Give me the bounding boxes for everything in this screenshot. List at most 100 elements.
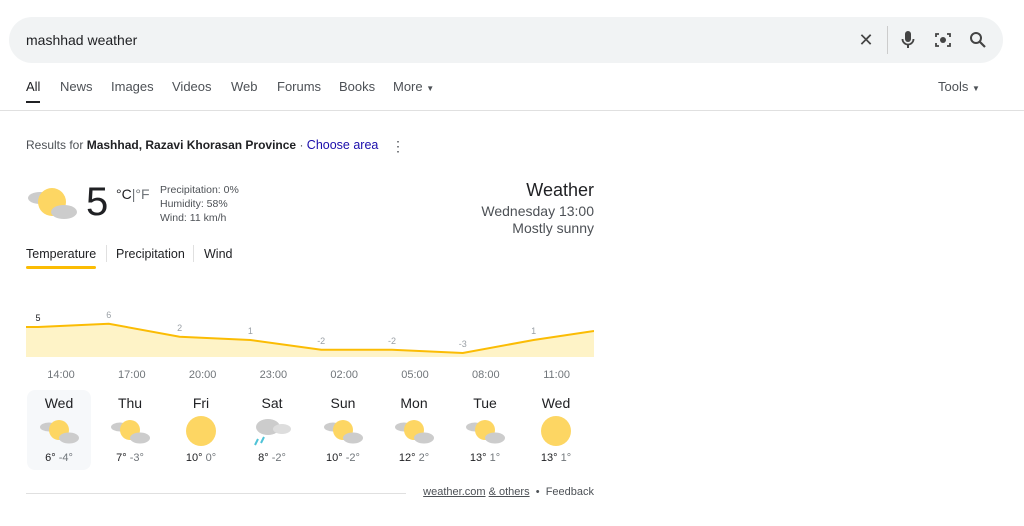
mic-icon[interactable] xyxy=(897,29,919,51)
current-temperature: 5 xyxy=(86,180,109,224)
active-tab-indicator xyxy=(26,101,40,103)
time-label: 02:00 xyxy=(330,369,358,381)
celsius-unit[interactable]: °C xyxy=(116,186,132,202)
others-link[interactable]: & others xyxy=(488,486,530,498)
tab-news[interactable]: News xyxy=(60,79,93,94)
wind: Wind: 11 km/h xyxy=(160,212,227,224)
time-label: 05:00 xyxy=(401,369,429,381)
low-temp: 2° xyxy=(418,452,430,464)
tab-videos[interactable]: Videos xyxy=(172,79,212,94)
search-icon[interactable] xyxy=(967,29,989,51)
data-label: -2 xyxy=(388,336,396,346)
rain-icon xyxy=(240,414,304,448)
time-label: 17:00 xyxy=(118,369,146,381)
divider xyxy=(193,245,194,262)
forecast-day[interactable]: Fri 10° 0° xyxy=(169,390,233,470)
high-temp: 6° xyxy=(45,452,56,464)
tab-web[interactable]: Web xyxy=(231,79,258,94)
high-temp: 8° xyxy=(258,452,269,464)
location-name: Mashhad, Razavi Khorasan Province xyxy=(86,138,297,152)
separator: · xyxy=(299,138,304,152)
low-temp: -2° xyxy=(345,452,360,464)
low-temp: 1° xyxy=(560,452,572,464)
divider xyxy=(0,110,1024,111)
choose-area-link[interactable]: Choose area xyxy=(306,138,379,152)
high-temp: 13° xyxy=(540,452,558,464)
close-icon[interactable]: ✕ xyxy=(858,29,874,50)
forecast-day[interactable]: Tue 13° 1° xyxy=(453,390,517,470)
day-name: Wed xyxy=(541,395,571,411)
day-name: Fri xyxy=(192,395,210,411)
weather-time: Wednesday 13:00 xyxy=(481,203,594,219)
data-label: 1 xyxy=(248,326,253,336)
forecast-day[interactable]: Mon 12° 2° xyxy=(382,390,446,470)
tab-books[interactable]: Books xyxy=(339,79,376,94)
tab-all[interactable]: All xyxy=(26,79,41,94)
partly-sunny-icon xyxy=(453,414,517,448)
tools-label: Tools xyxy=(938,79,969,94)
tab-tools[interactable]: Tools ▼ xyxy=(938,79,980,94)
partly-sunny-icon xyxy=(311,414,375,448)
forecast-day[interactable]: Thu 7° -3° xyxy=(98,390,162,470)
lens-icon[interactable] xyxy=(932,29,954,51)
forecast-day[interactable]: Sat 8° -2° xyxy=(240,390,304,470)
low-temp: -3° xyxy=(129,452,144,464)
partly-sunny-icon xyxy=(382,414,446,448)
unit-toggle[interactable]: °C|°F xyxy=(116,186,150,202)
temperature-area xyxy=(26,323,594,357)
day-name: Thu xyxy=(117,395,143,411)
time-label: 23:00 xyxy=(260,369,288,381)
tab-precipitation[interactable]: Precipitation xyxy=(116,247,185,261)
high-temp: 10° xyxy=(185,452,203,464)
feedback-link[interactable]: Feedback xyxy=(545,486,594,498)
data-label: -2 xyxy=(317,336,325,346)
separator: • xyxy=(535,486,540,498)
forecast-day[interactable]: Wed 6° -4° xyxy=(27,390,91,470)
high-temp: 13° xyxy=(469,452,487,464)
low-temp: -4° xyxy=(58,452,73,464)
high-temp: 12° xyxy=(398,452,416,464)
dropdown-icon: ▼ xyxy=(971,84,980,93)
divider xyxy=(106,245,107,262)
time-label: 20:00 xyxy=(189,369,217,381)
day-name: Tue xyxy=(473,395,497,411)
data-label: -3 xyxy=(459,339,467,349)
data-label: 5 xyxy=(35,313,40,323)
source-link[interactable]: weather.com xyxy=(423,486,486,498)
search-input[interactable]: mashhad weather xyxy=(26,32,138,48)
data-label: 1 xyxy=(531,326,536,336)
high-temp: 10° xyxy=(326,452,343,464)
precipitation: Precipitation: 0% xyxy=(160,184,239,196)
forecast-day[interactable]: Sun 10° -2° xyxy=(311,390,375,470)
low-temp: 0° xyxy=(205,452,217,464)
day-name: Mon xyxy=(400,395,428,411)
more-options-icon[interactable]: ⋮ xyxy=(391,138,405,154)
weather-condition: Mostly sunny xyxy=(512,220,594,236)
forecast-day[interactable]: Wed 13° 1° xyxy=(524,390,588,470)
divider xyxy=(887,26,888,54)
fahrenheit-unit[interactable]: °F xyxy=(135,186,150,202)
day-name: Wed xyxy=(44,395,74,411)
tab-forums[interactable]: Forums xyxy=(277,79,322,94)
day-name: Sun xyxy=(330,395,356,411)
humidity: Humidity: 58% xyxy=(160,198,228,210)
results-location: Results for Mashhad, Razavi Khorasan Pro… xyxy=(26,138,378,152)
sunny-icon xyxy=(524,414,588,448)
tab-temperature[interactable]: Temperature xyxy=(26,247,97,261)
tab-images[interactable]: Images xyxy=(111,79,154,94)
search-bar[interactable]: mashhad weather ✕ xyxy=(9,17,1003,63)
temperature-line xyxy=(26,322,594,355)
tab-more[interactable]: More ▼ xyxy=(393,79,434,94)
divider xyxy=(26,493,406,494)
low-temp: 1° xyxy=(489,452,501,464)
footer: weather.com & others • Feedback xyxy=(423,486,594,498)
partly-sunny-icon xyxy=(26,182,78,229)
more-label: More xyxy=(393,79,423,94)
weather-title: Weather xyxy=(526,180,594,200)
temperature-chart: 5 14:00 6 17:00 2 20:00 1 23:00 -2 02:00 -2 05:00 -3… xyxy=(26,310,594,381)
dropdown-icon: ▼ xyxy=(426,84,435,93)
sunny-icon xyxy=(169,414,233,448)
day-name: Sat xyxy=(261,395,283,411)
high-temp: 7° xyxy=(116,452,127,464)
tab-wind[interactable]: Wind xyxy=(204,247,233,261)
